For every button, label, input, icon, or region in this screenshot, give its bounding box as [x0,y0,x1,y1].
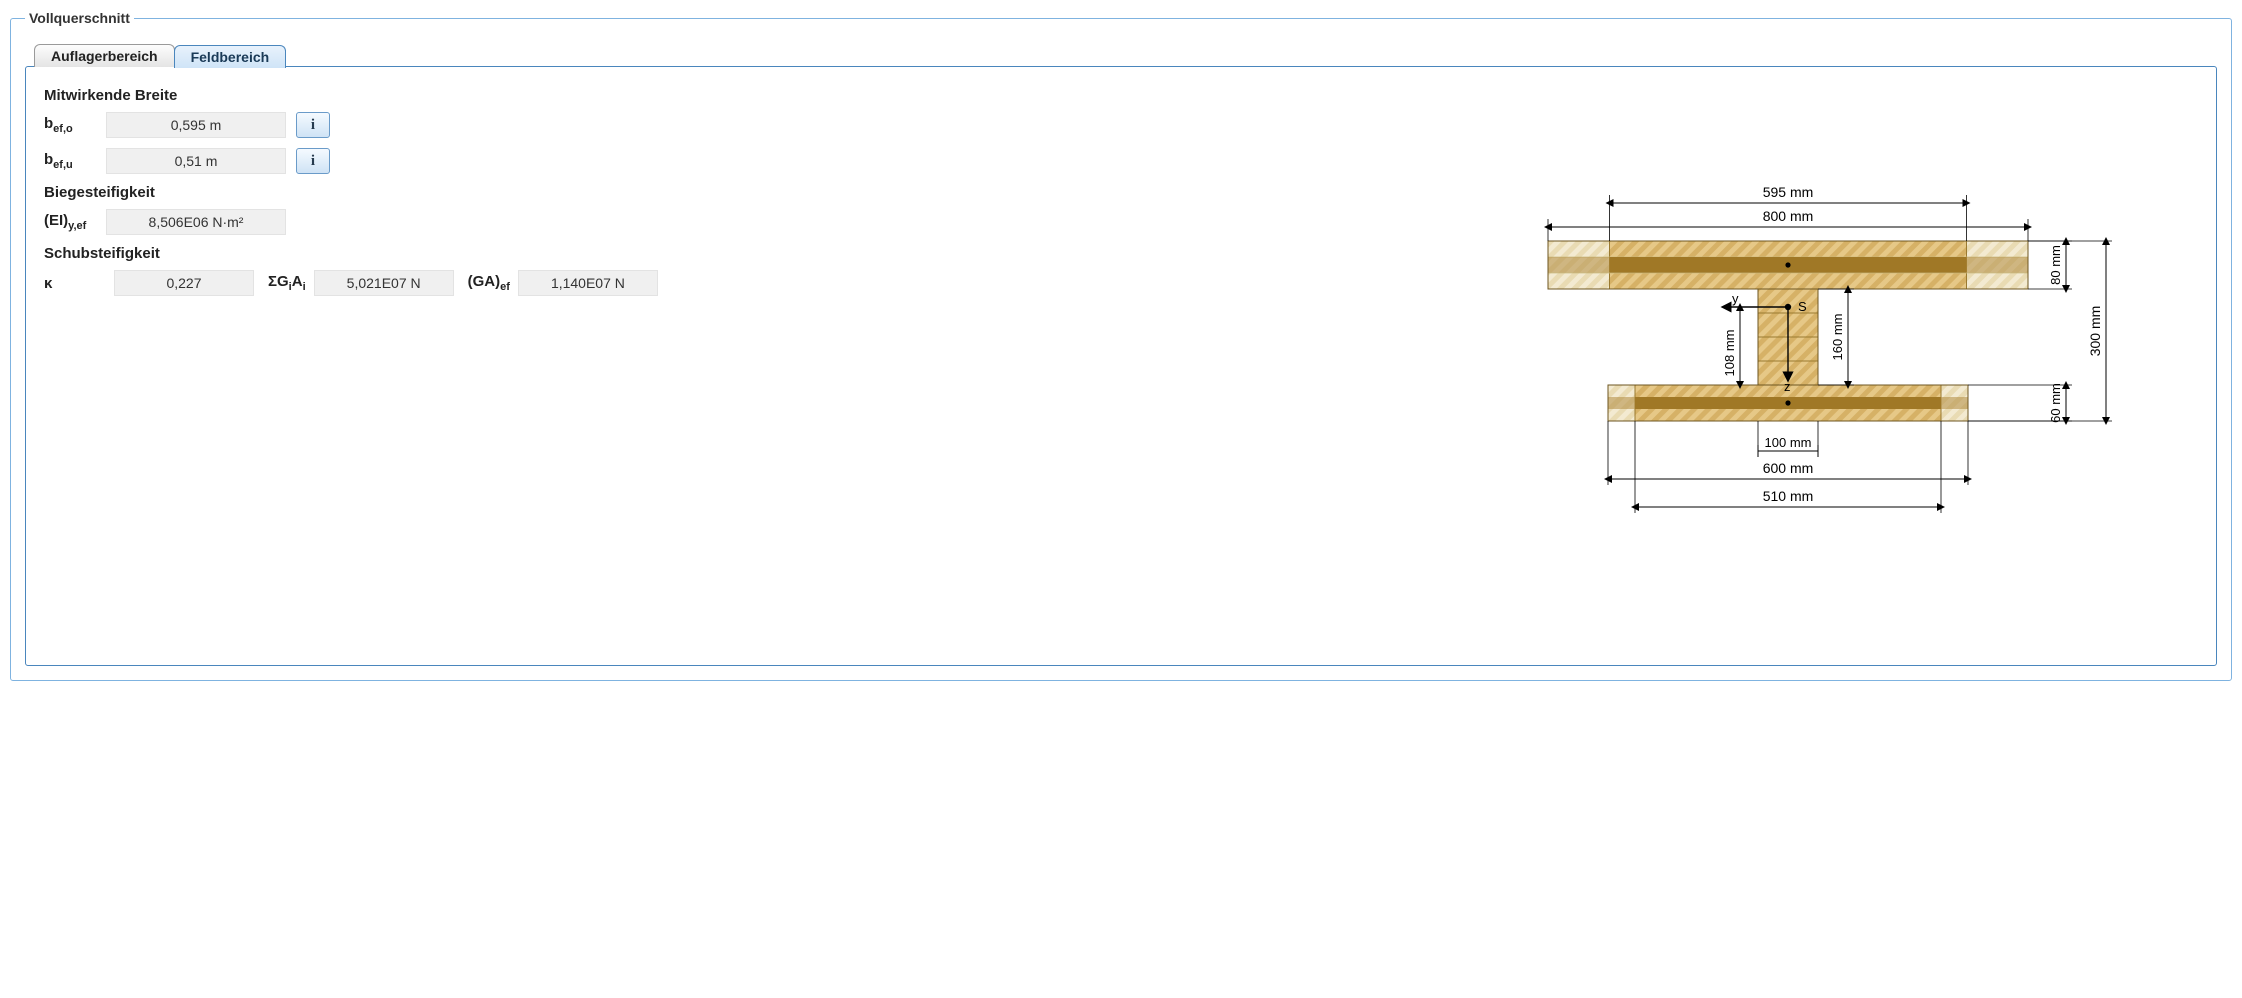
tabs-row: Auflagerbereich Feldbereich [35,44,2217,67]
heading-biegesteifigkeit: Biegesteifigkeit [44,184,658,201]
axis-s-label: S [1798,299,1807,314]
axis-y-label: y [1732,291,1739,306]
tab-panel-feldbereich: Mitwirkende Breite bef,o 0,595 m i bef,u… [25,66,2217,666]
value-ga-ef: 1,140E07 N [518,270,658,296]
dim-bot-full: 600 mm [1763,460,1814,476]
row-bef-u: bef,u 0,51 m i [44,148,658,174]
dim-bot-eff: 510 mm [1763,488,1814,504]
values-column: Mitwirkende Breite bef,o 0,595 m i bef,u… [44,81,658,647]
value-bef-u: 0,51 m [106,148,286,174]
axis-z-label: z [1784,379,1791,394]
dim-flange-bot-h: 60 mm [2048,383,2063,423]
cross-section-group: Vollquerschnitt Auflagerbereich Feldbere… [10,10,2232,681]
dim-total-h: 300 mm [2087,306,2103,357]
cross-section-diagram: S y z 595 mm [1508,111,2188,571]
dim-top-eff: 595 mm [1763,184,1814,200]
value-sum-giai: 5,021E07 N [314,270,454,296]
label-bef-u: bef,u [44,151,106,171]
info-button-bef-u[interactable]: i [296,148,330,174]
value-ei: 8,506E06 N·m² [106,209,286,235]
label-kappa: κ [44,275,106,292]
row-bef-o: bef,o 0,595 m i [44,112,658,138]
row-shear: κ 0,227 ΣGiAi 5,021E07 N (GA)ef 1,140E07… [44,270,658,296]
value-bef-o: 0,595 m [106,112,286,138]
dim-web-w: 100 mm [1765,435,1812,450]
info-button-bef-o[interactable]: i [296,112,330,138]
label-bef-o: bef,o [44,115,106,135]
label-ei: (EI)y,ef [44,212,106,232]
label-ga-ef: (GA)ef [468,273,510,293]
row-ei: (EI)y,ef 8,506E06 N·m² [44,209,658,235]
label-sum-giai: ΣGiAi [268,273,306,293]
dim-cg-z: 108 mm [1722,330,1737,377]
tab-auflagerbereich[interactable]: Auflagerbereich [34,44,175,67]
group-legend: Vollquerschnitt [25,10,134,26]
heading-schubsteifigkeit: Schubsteifigkeit [44,245,658,262]
dim-web-h: 160 mm [1830,314,1845,361]
tab-feldbereich[interactable]: Feldbereich [174,45,287,68]
dim-top-full: 800 mm [1763,208,1814,224]
heading-mitwirkende-breite: Mitwirkende Breite [44,87,658,104]
diagram-column: S y z 595 mm [658,81,2198,647]
value-kappa: 0,227 [114,270,254,296]
dim-flange-top-h: 80 mm [2048,245,2063,285]
